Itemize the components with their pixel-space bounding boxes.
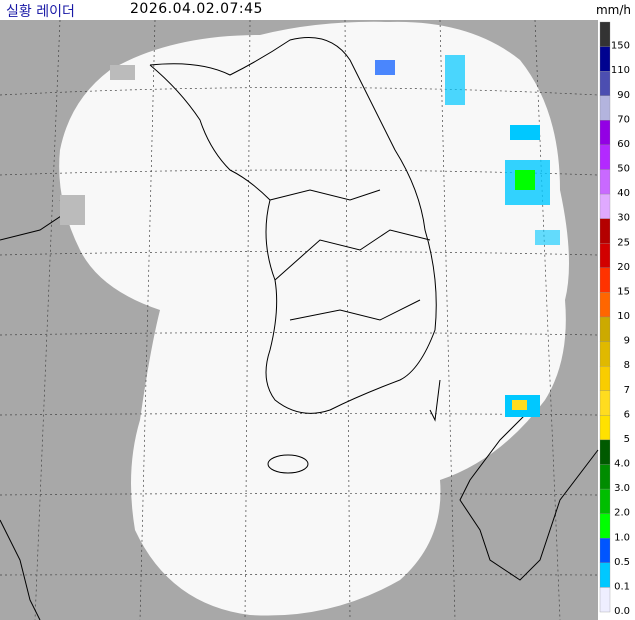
legend-label: 0.5 bbox=[614, 557, 630, 568]
legend-swatch bbox=[599, 71, 611, 96]
legend-swatch bbox=[599, 439, 611, 465]
legend-swatch bbox=[599, 193, 611, 219]
legend-swatch bbox=[599, 120, 611, 146]
legend-label: 1.0 bbox=[614, 532, 630, 543]
timestamp: 2026.04.02.07:45 bbox=[130, 1, 263, 17]
legend-label: 5 bbox=[624, 434, 630, 445]
legend-label: 30 bbox=[617, 213, 630, 224]
legend-label: 70 bbox=[617, 114, 630, 125]
legend-label: 110 bbox=[611, 65, 630, 76]
rain-echoes bbox=[60, 55, 560, 417]
legend-swatch bbox=[599, 21, 611, 47]
legend-swatch bbox=[599, 390, 611, 416]
legend-swatch bbox=[599, 513, 611, 539]
legend-swatch bbox=[599, 292, 611, 318]
grid bbox=[0, 19, 599, 620]
unit: mm/h bbox=[595, 3, 631, 17]
legend-swatch bbox=[599, 169, 611, 195]
legend-label: 25 bbox=[617, 237, 630, 248]
legend-swatch bbox=[599, 267, 611, 293]
legend-swatch bbox=[599, 316, 611, 342]
legend-swatch bbox=[599, 144, 611, 170]
legend-swatch bbox=[599, 488, 611, 514]
legend-label: 2.0 bbox=[614, 508, 630, 519]
legend-swatch bbox=[599, 218, 611, 244]
legend-swatch bbox=[599, 562, 611, 588]
coastline bbox=[0, 37, 599, 620]
legend: 150 110 90 70 60 50 40 30 25 20 15 10 9 8 7 6 5 4.0 3.0 2.0… bbox=[599, 21, 630, 617]
legend-label: 4.0 bbox=[614, 459, 630, 470]
legend-label: 90 bbox=[617, 90, 630, 101]
legend-swatch bbox=[599, 95, 611, 121]
legend-swatch bbox=[599, 538, 611, 563]
legend-swatch bbox=[599, 366, 611, 391]
legend-label: 40 bbox=[617, 188, 630, 199]
legend-label: 150 bbox=[611, 41, 630, 52]
legend-label: 6 bbox=[624, 409, 630, 420]
legend-label: 10 bbox=[617, 311, 630, 322]
legend-label: 8 bbox=[624, 360, 630, 371]
legend-label: 15 bbox=[617, 286, 630, 297]
legend-label: 0.1 bbox=[614, 581, 630, 592]
radar-coverage bbox=[59, 21, 570, 616]
legend-swatch bbox=[599, 587, 611, 613]
title: 실황 레이더 bbox=[6, 4, 75, 20]
legend-swatch bbox=[599, 243, 611, 268]
legend-swatch bbox=[599, 46, 611, 72]
legend-swatch bbox=[599, 341, 611, 367]
legend-label: 20 bbox=[617, 262, 630, 273]
legend-label: 7 bbox=[624, 385, 630, 396]
legend-swatch bbox=[599, 415, 611, 441]
legend-label: 60 bbox=[617, 139, 630, 150]
legend-label: 0.0 bbox=[614, 606, 630, 617]
legend-label: 3.0 bbox=[614, 483, 630, 494]
legend-swatch bbox=[599, 464, 611, 490]
legend-label: 9 bbox=[624, 336, 630, 347]
legend-label: 50 bbox=[617, 164, 630, 175]
